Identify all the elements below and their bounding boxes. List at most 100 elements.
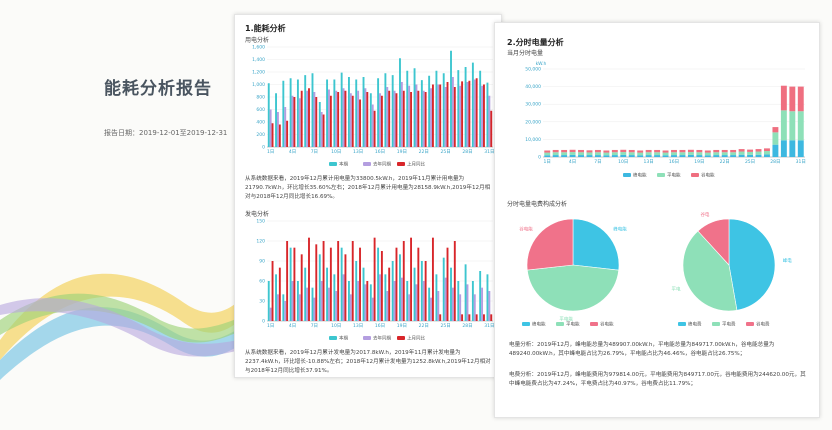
bar — [424, 92, 427, 147]
bar — [645, 155, 652, 157]
bar — [373, 237, 376, 321]
bar — [415, 284, 418, 321]
pie-slice — [728, 218, 776, 311]
x-tick-label: 28日 — [462, 323, 472, 329]
bar — [594, 152, 601, 156]
bar — [393, 281, 396, 321]
bar — [679, 152, 686, 156]
bar — [628, 149, 635, 153]
bar — [483, 84, 485, 147]
y-unit-label: kW.h — [536, 61, 547, 67]
bar — [704, 155, 711, 157]
bar — [413, 68, 416, 147]
bar — [442, 73, 445, 147]
y-tick-label: 20,000 — [525, 119, 541, 125]
bar — [329, 247, 332, 321]
bar — [296, 281, 299, 321]
bar — [333, 274, 336, 321]
bar — [435, 70, 438, 147]
bar — [400, 82, 403, 147]
bar — [422, 90, 425, 147]
bar — [457, 70, 460, 147]
pie-slice-label: 谷电能 — [519, 225, 533, 232]
bar — [395, 93, 398, 147]
y-tick-label: 10,000 — [525, 137, 541, 143]
bar — [713, 155, 720, 157]
bar — [318, 102, 321, 147]
bar — [431, 84, 434, 147]
bar — [586, 155, 593, 157]
x-tick-label: 13日 — [644, 159, 654, 165]
bar — [662, 150, 669, 153]
legend-label: 上月同比 — [407, 335, 425, 342]
bar — [475, 78, 478, 147]
bar — [369, 93, 372, 147]
bar — [340, 247, 343, 321]
x-tick-label: 19日 — [694, 159, 704, 165]
y-tick-label: 0 — [262, 319, 265, 325]
bar — [278, 267, 281, 321]
bar — [654, 155, 661, 157]
bar — [278, 124, 281, 147]
bar — [359, 247, 361, 321]
hourly-subtitle: 当月分时电量 — [507, 50, 544, 57]
bar — [662, 152, 669, 156]
bar — [373, 110, 376, 147]
bar — [298, 98, 301, 147]
bar — [384, 274, 387, 321]
bar — [326, 79, 329, 147]
bar — [704, 152, 711, 156]
bar — [764, 151, 770, 155]
pie-slice — [682, 230, 738, 312]
bar — [304, 75, 307, 147]
bar — [320, 281, 323, 321]
x-tick-label: 19日 — [397, 149, 407, 155]
bar — [442, 257, 445, 321]
legend-swatch — [397, 336, 405, 340]
bar — [304, 267, 307, 321]
bar — [439, 84, 442, 147]
bar — [296, 79, 299, 147]
bar — [300, 90, 303, 147]
bar — [738, 154, 745, 157]
y-tick-label: 30,000 — [525, 102, 541, 108]
bar — [446, 247, 449, 321]
bar — [645, 152, 652, 156]
bar — [362, 267, 365, 321]
bar — [308, 237, 310, 321]
bar — [282, 294, 285, 321]
bar — [342, 274, 345, 321]
bar — [755, 149, 762, 152]
bar — [569, 154, 576, 157]
bar — [439, 314, 442, 321]
bar — [337, 92, 340, 147]
bar — [459, 85, 462, 147]
bar — [479, 271, 482, 321]
x-tick-label: 31日 — [796, 159, 806, 165]
pie-slice-label: 峰电 — [783, 257, 792, 264]
bar — [466, 82, 469, 147]
bar — [380, 251, 383, 321]
bar — [444, 277, 447, 321]
bar — [481, 85, 484, 147]
bar — [408, 294, 411, 321]
bar — [486, 82, 489, 147]
bar — [687, 154, 694, 157]
y-tick-label: 1,000 — [252, 82, 265, 88]
legend-swatch — [329, 162, 337, 166]
bar — [637, 155, 644, 157]
legend-label: 本期 — [339, 335, 348, 342]
bar — [269, 307, 272, 321]
bar — [393, 90, 396, 147]
x-tick-label: 13日 — [353, 323, 363, 329]
bar — [322, 114, 325, 147]
bar — [764, 148, 770, 152]
bar — [747, 149, 754, 152]
legend-label: 谷电能 — [701, 172, 715, 179]
bar — [430, 88, 432, 147]
bar — [380, 95, 383, 147]
pie-slice-label: 峰电能 — [613, 226, 627, 233]
x-tick-label: 4日 — [289, 323, 296, 329]
y-tick-label: 120 — [256, 239, 265, 245]
bar — [578, 155, 584, 157]
